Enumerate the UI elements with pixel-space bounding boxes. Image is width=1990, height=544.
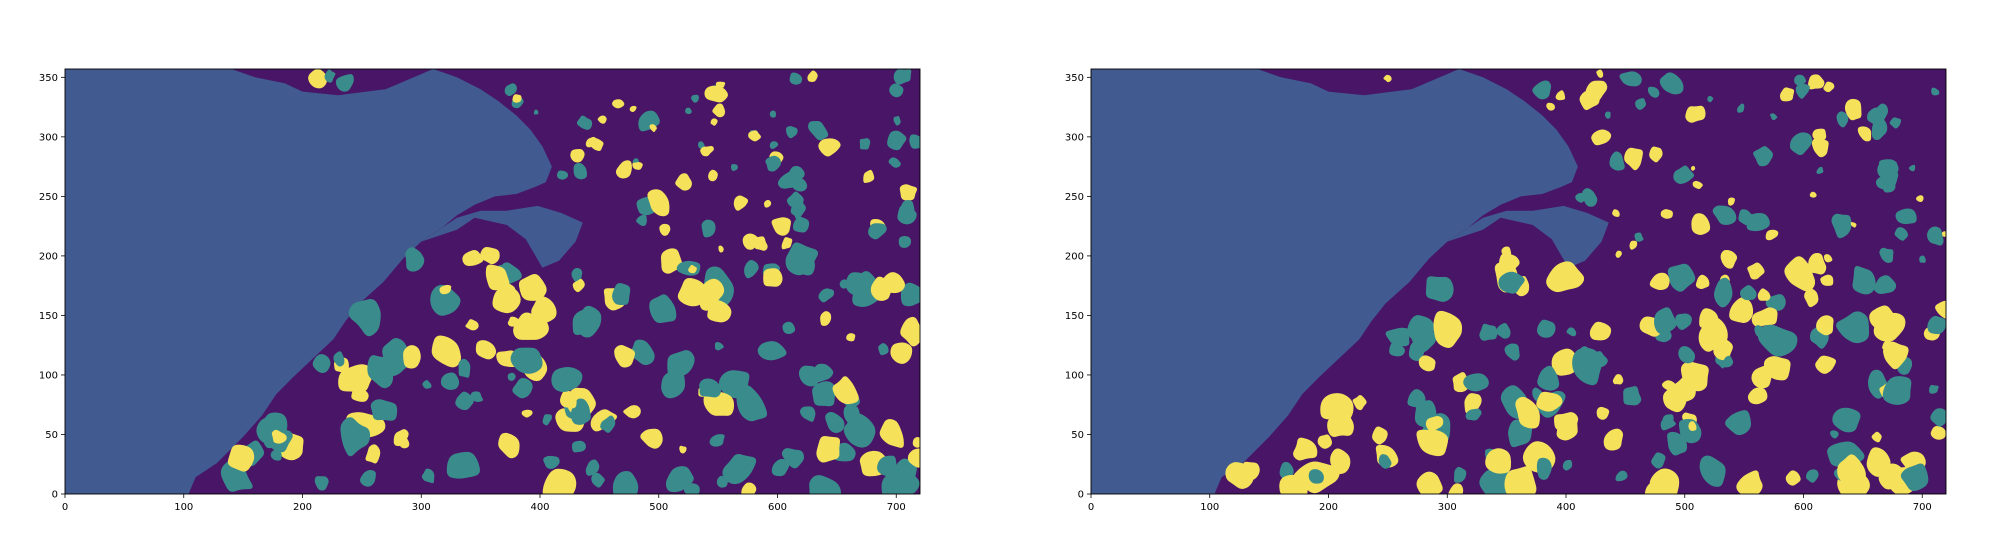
y-tick-label: 350 xyxy=(39,73,58,84)
y-tick-label: 100 xyxy=(39,370,58,381)
y-tick-label: 100 xyxy=(1065,370,1084,381)
x-tick-label: 700 xyxy=(1913,502,1932,513)
eddy-anticyclonic xyxy=(1504,466,1536,504)
y-tick-label: 0 xyxy=(52,490,58,501)
x-tick-label: 100 xyxy=(1200,502,1219,513)
y-tick-label: 150 xyxy=(1065,311,1084,322)
eddy-anticyclonic xyxy=(816,436,840,462)
eddy-anticyclonic xyxy=(1279,475,1309,503)
x-tick-label: 300 xyxy=(412,502,431,513)
y-tick-label: 350 xyxy=(1065,73,1084,84)
eddy-cyclonic xyxy=(1426,276,1454,302)
x-tick-label: 100 xyxy=(174,502,193,513)
plot-area xyxy=(1091,69,1955,506)
eddy-anticyclonic xyxy=(763,268,782,287)
x-tick-label: 600 xyxy=(1794,502,1813,513)
map-panel-right: 0 100 200 300 400 500 600 700 0 50 100 150 200 250 300… xyxy=(1065,69,1955,513)
x-tick-label: 300 xyxy=(1438,502,1457,513)
eddy-cyclonic xyxy=(770,111,776,118)
y-tick-label: 300 xyxy=(39,132,58,143)
x-tick-label: 400 xyxy=(530,502,549,513)
y-tick-label: 300 xyxy=(1065,132,1084,143)
x-tick-label: 400 xyxy=(1556,502,1575,513)
eddy-cyclonic xyxy=(846,272,870,295)
y-tick-label: 250 xyxy=(1065,192,1084,203)
eddy-anticyclonic xyxy=(512,94,521,103)
y-tick-label: 200 xyxy=(39,251,58,262)
y-tick-label: 200 xyxy=(1065,251,1084,262)
eddy-anticyclonic xyxy=(1320,393,1353,422)
x-tick-label: 500 xyxy=(1675,502,1694,513)
x-tick-label: 0 xyxy=(62,502,68,513)
x-tick-label: 0 xyxy=(1088,502,1094,513)
x-tick-label: 200 xyxy=(293,502,312,513)
eddy-cyclonic xyxy=(860,138,870,149)
x-tick-label: 600 xyxy=(768,502,787,513)
y-tick-label: 150 xyxy=(39,311,58,322)
y-tick-label: 0 xyxy=(1078,490,1084,501)
map-panel-left: 0 100 200 300 400 500 600 700 0 50 100 150 200 250 300… xyxy=(39,69,929,513)
y-tick-label: 250 xyxy=(39,192,58,203)
y-tick-label: 50 xyxy=(1071,430,1084,441)
x-tick-label: 500 xyxy=(649,502,668,513)
plot-area xyxy=(65,69,929,504)
x-tick-label: 200 xyxy=(1319,502,1338,513)
y-tick-label: 50 xyxy=(45,430,58,441)
x-tick-label: 700 xyxy=(887,502,906,513)
